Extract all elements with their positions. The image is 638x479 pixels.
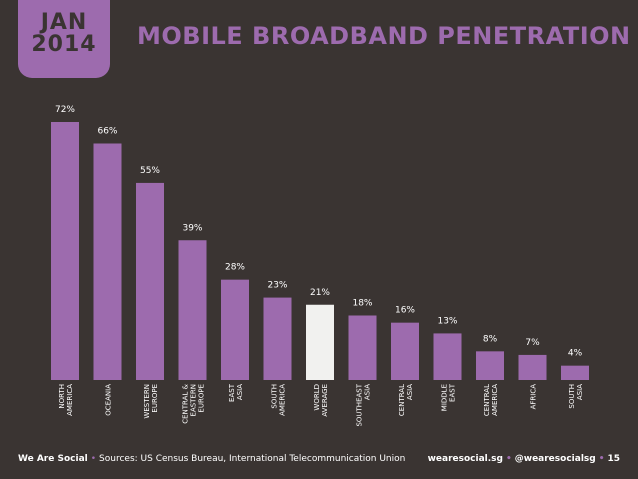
category-label-line: MIDDLE [441,384,449,411]
category-label-line: EAST [228,383,236,402]
bar-5 [263,297,292,380]
category-label-6: WORLD AVERAGE [313,384,329,417]
date-badge: JAN 2014 [18,0,110,78]
value-label-0: 72% [55,105,75,115]
category-label-0: NORTH AMERICA [58,384,74,416]
category-label-line: AVERAGE [321,384,329,417]
category-label-1: OCEANIA [105,384,113,416]
date-month: JAN [40,10,88,35]
category-label-line: EASTERN [190,384,198,416]
footer-sources: Sources: US Census Bureau, International… [99,454,406,464]
bar-7 [348,315,377,380]
category-label-line: SOUTH [568,384,576,409]
category-label-7: SOUTHEAST ASIA [356,383,372,426]
footer-handle: @wearesocialsg [514,454,596,464]
category-label-line: ASIA [576,384,584,400]
bar-2 [136,182,164,380]
page-title: MOBILE BROADBAND PENETRATION [137,22,631,50]
bar-8 [391,322,419,380]
category-label-line: CENTRAL [483,384,491,416]
category-label-line: NORTH [58,384,66,409]
category-label-line: SOUTHEAST [356,383,364,426]
category-label-3: CENTRAL & EASTERN EUROPE [182,383,206,423]
value-label-11: 7% [525,338,540,348]
footer-separator-2: • [505,454,512,464]
bar-6 [306,304,334,380]
footer: We Are Social • Sources: US Census Bureau,… [0,447,638,479]
bar-11 [518,354,547,380]
footer-separator-3: • [598,454,605,464]
category-label-line: EUROPE [151,384,159,413]
value-label-10: 8% [483,334,498,344]
category-label-line: AMERICA [66,384,74,416]
value-label-5: 23% [267,281,287,291]
category-label-5: SOUTH AMERICA [271,384,287,416]
footer-separator: • [90,454,97,464]
date-year: 2014 [31,32,97,57]
bar-0 [51,122,79,380]
footer-left: We Are Social • Sources: US Census Bureau,… [18,454,405,464]
category-label-line: EUROPE [198,384,206,413]
value-label-8: 16% [395,306,415,316]
value-label-2: 55% [140,166,160,176]
category-label-line: CENTRAL [398,384,406,416]
value-label-4: 28% [225,263,245,273]
category-label-9: MIDDLE EAST [441,383,457,411]
page-number: 15 [607,454,620,464]
footer-site: wearesocial.sg [427,454,503,464]
category-label-2: WESTERN EUROPE [143,384,159,419]
bar-9 [433,333,462,380]
footer-right: wearesocial.sg • @wearesocialsg • 15 [428,454,620,464]
bar-12 [561,365,589,380]
bar-1 [93,143,122,380]
category-label-12: SOUTH ASIA [568,384,584,409]
category-label-8: CENTRAL ASIA [398,384,414,416]
category-label-line: ASIA [236,384,244,400]
category-label-line: AMERICA [279,384,287,416]
category-label-line: ASIA [406,384,414,400]
footer-brand: We Are Social [18,454,88,464]
category-label-11: AFRICA [530,384,538,410]
category-label-line: SOUTH [271,384,279,409]
category-label-line: AMERICA [491,384,499,416]
category-label-line: WORLD [313,384,321,411]
category-label-line: OCEANIA [105,384,113,416]
category-label-line: AFRICA [530,384,538,410]
bar-3 [178,240,207,380]
category-label-line: CENTRAL & [182,383,190,423]
category-label-line: EAST [449,383,457,402]
category-label-line: WESTERN [143,384,151,419]
category-label-10: CENTRAL AMERICA [483,384,499,416]
category-label-4: EAST ASIA [228,383,244,402]
value-label-1: 66% [97,127,117,137]
value-label-3: 39% [182,223,202,233]
value-label-12: 4% [568,349,583,359]
value-label-9: 13% [437,316,457,326]
category-label-line: ASIA [364,384,372,400]
value-label-7: 18% [352,299,372,309]
value-label-6: 21% [310,288,330,298]
bar-4 [221,279,249,380]
bar-10 [476,351,504,380]
